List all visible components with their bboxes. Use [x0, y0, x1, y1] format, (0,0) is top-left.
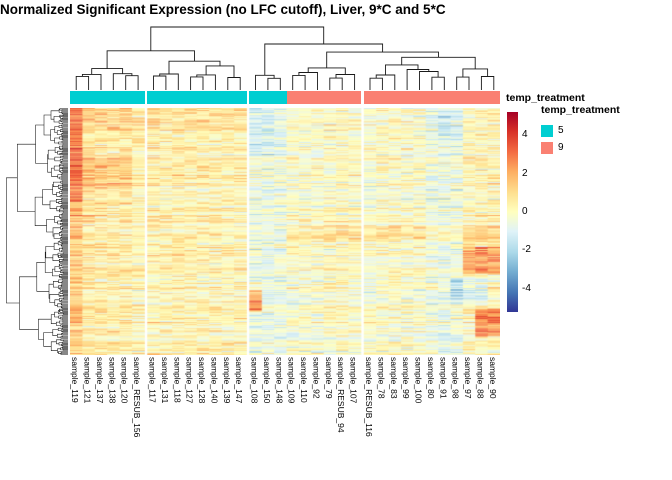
annotation-cell — [475, 91, 489, 104]
column-label: sample_127 — [184, 357, 195, 404]
column-label: sample_148 — [274, 357, 285, 404]
legend-item-label: 5 — [558, 125, 564, 136]
column-label: sample_150 — [261, 357, 272, 404]
annotation-cell — [131, 91, 145, 104]
column-label: sample_110 — [299, 357, 310, 403]
column-label: sample_91 — [438, 357, 449, 399]
annotation-cell — [147, 91, 161, 104]
column-label: sample_99 — [401, 357, 412, 399]
legend-swatch — [541, 124, 553, 137]
annotation-cell — [400, 91, 414, 104]
annotation-cell — [119, 91, 133, 104]
annotation-cell — [274, 91, 287, 104]
annotation-cell — [70, 91, 83, 104]
column-label: sample_78 — [376, 357, 387, 399]
column-label: sample_109 — [286, 357, 297, 404]
annotation-cell — [82, 91, 96, 104]
column-label: sample_83 — [388, 357, 399, 399]
annotation-cell — [107, 91, 121, 104]
annotation-cell — [388, 91, 402, 104]
colorbar-tick-label: -2 — [522, 244, 531, 256]
column-label: sample_88 — [475, 357, 486, 399]
column-label: sample_119 — [70, 357, 81, 403]
annotation-cell — [438, 91, 451, 104]
annotation-cell — [462, 91, 476, 104]
column-label: sample_RESUB_156 — [132, 357, 143, 438]
column-label: sample_97 — [463, 357, 474, 399]
annotation-cell — [487, 91, 501, 104]
annotation-cell — [311, 91, 325, 104]
annotation-cell — [336, 91, 349, 104]
annotation-cell — [376, 91, 390, 104]
column-label: sample_138 — [107, 357, 118, 404]
column-label: sample_107 — [348, 357, 359, 404]
annotation-cell — [159, 91, 173, 104]
column-label: sample_79 — [323, 357, 334, 399]
column-label: sample_108 — [249, 357, 260, 404]
column-label: sample_121 — [82, 357, 93, 404]
annotation-cell — [209, 91, 223, 104]
heatmap-canvas — [70, 108, 500, 355]
column-label: sample_RESUB_116 — [363, 357, 374, 437]
colorbar-tick-label: 0 — [522, 206, 528, 217]
column-label: sample_117 — [147, 357, 158, 403]
colorbar-gradient — [507, 112, 518, 312]
column-label: sample_90 — [487, 357, 498, 399]
column-dendrogram — [75, 26, 495, 90]
column-label: sample_100 — [413, 357, 424, 404]
legend-item-label: 9 — [558, 142, 564, 153]
column-label: sample_137 — [94, 357, 105, 404]
annotation-cell — [298, 91, 312, 104]
column-label: sample_118 — [172, 357, 183, 403]
annotation-cell — [425, 91, 439, 104]
legend-item: 9 — [541, 139, 620, 156]
legend-swatch — [541, 141, 553, 154]
annotation-cell — [94, 91, 108, 104]
colorbar-tick-label: 4 — [522, 129, 528, 141]
annotation-cell — [286, 91, 300, 104]
annotation-cell — [413, 91, 427, 104]
annotation-cell — [172, 91, 185, 104]
column-label: sample_RESUB_94 — [336, 357, 347, 433]
column-label: sample_139 — [221, 357, 232, 404]
annotation-cell — [363, 91, 377, 104]
column-label: sample_131 — [159, 357, 170, 404]
annotation-cell — [196, 91, 210, 104]
plot-title: Normalized Significant Expression (no LF… — [0, 2, 446, 17]
annotation-cell — [323, 91, 337, 104]
annotation-cell — [184, 91, 198, 104]
colorbar-tick-label: -4 — [522, 282, 531, 294]
column-label: sample_98 — [450, 357, 461, 399]
colorbar-tick-label: 2 — [522, 167, 528, 179]
column-annotation-bar — [70, 91, 501, 104]
annotation-cell — [221, 91, 235, 104]
annotation-cell — [249, 91, 263, 104]
annotation-cell — [348, 91, 362, 104]
annotation-track-label: temp_treatment — [506, 92, 585, 104]
row-dendrogram — [6, 108, 68, 355]
legend-title: temp_treatment — [541, 104, 620, 116]
column-label: sample_147 — [234, 357, 245, 404]
legend-item: 5 — [541, 122, 620, 139]
column-label: sample_128 — [197, 357, 207, 404]
column-label: sample_140 — [209, 357, 220, 404]
column-label: sample_80 — [425, 357, 436, 399]
column-label: sample_120 — [119, 357, 130, 404]
column-label: sample_92 — [311, 357, 322, 399]
annotation-cell — [233, 91, 247, 104]
annotation-cell — [261, 91, 275, 104]
annotation-cell — [450, 91, 464, 104]
